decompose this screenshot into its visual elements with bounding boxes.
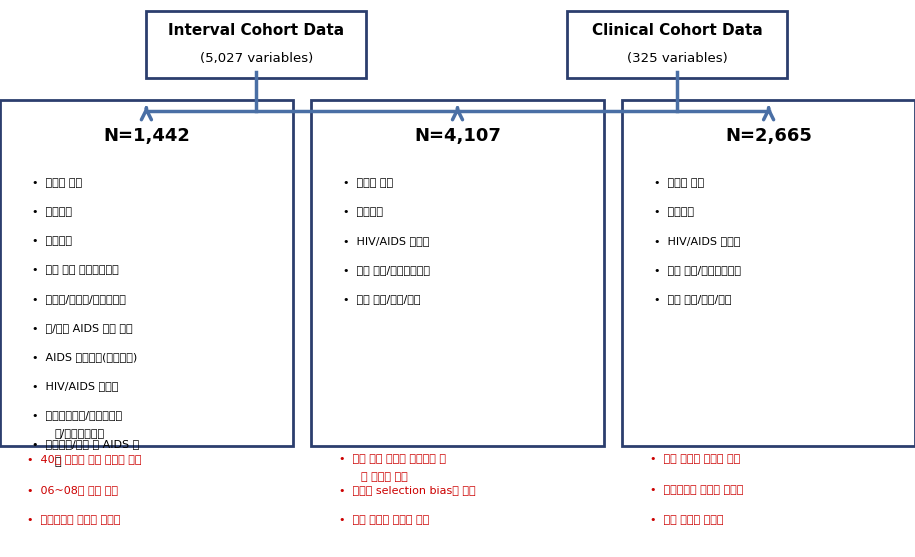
Text: •  조사 변수가 제한적: • 조사 변수가 제한적: [650, 515, 723, 525]
Text: N=1,442: N=1,442: [103, 128, 189, 145]
Text: 태: 태: [55, 457, 61, 467]
Text: 체 집단을 반영: 체 집단을 반영: [361, 472, 408, 482]
Text: •  감염경로: • 감염경로: [32, 236, 72, 246]
Text: •  연구 참여 기관에 방문하는 전: • 연구 참여 기관에 방문하는 전: [339, 454, 446, 464]
Text: •  상대적으로 심각한 감염인: • 상대적으로 심각한 감염인: [650, 485, 743, 495]
FancyBboxPatch shape: [567, 11, 787, 78]
Text: •  06~08년 진단 대상: • 06~08년 진단 대상: [27, 485, 118, 495]
Text: •  일반적 특성: • 일반적 특성: [343, 178, 393, 188]
Text: •  자가 작성 정신심리검사: • 자가 작성 정신심리검사: [32, 265, 119, 275]
FancyBboxPatch shape: [146, 11, 366, 78]
Text: •  면역 검사/바이러스검사: • 면역 검사/바이러스검사: [343, 265, 430, 275]
Text: Clinical Cohort Data: Clinical Cohort Data: [592, 23, 762, 38]
Text: •  일반적 특성: • 일반적 특성: [654, 178, 705, 188]
Text: 사/생체시료검사: 사/생체시료검사: [55, 428, 105, 438]
Text: •  확인된 selection bias를 보정: • 확인된 selection bias를 보정: [339, 485, 475, 495]
Text: •  감염경로: • 감염경로: [654, 207, 694, 217]
Text: •  급/만성 AIDS 관련 증상: • 급/만성 AIDS 관련 증상: [32, 323, 133, 333]
Text: •  HIV/AIDS 치료력: • HIV/AIDS 치료력: [343, 236, 429, 246]
Text: N=4,107: N=4,107: [414, 128, 501, 145]
Text: •  종결사유/사망 시 AIDS 상: • 종결사유/사망 시 AIDS 상: [32, 439, 139, 449]
Text: •  상대적으로 건강한 감염인: • 상대적으로 건강한 감염인: [27, 515, 121, 525]
Text: •  감염경로: • 감염경로: [343, 207, 383, 217]
Text: •  AIDS 정의질환(기회감염): • AIDS 정의질환(기회감염): [32, 352, 137, 362]
Text: •  사망 여부/날짜/원인: • 사망 여부/날짜/원인: [343, 294, 421, 304]
Text: (5,027 variables): (5,027 variables): [199, 52, 313, 65]
Text: •  40대 이상의 만성 감염인 위주: • 40대 이상의 만성 감염인 위주: [27, 454, 142, 464]
Text: •  사용 가능한 변수의 제한: • 사용 가능한 변수의 제한: [339, 515, 429, 525]
Text: •  사망 여부/날짜/원인: • 사망 여부/날짜/원인: [654, 294, 732, 304]
Text: •  과거력/가족력/예방접종력: • 과거력/가족력/예방접종력: [32, 294, 126, 304]
FancyBboxPatch shape: [0, 100, 293, 446]
FancyBboxPatch shape: [622, 100, 915, 446]
Text: (325 variables): (325 variables): [627, 52, 727, 65]
Text: Interval Cohort Data: Interval Cohort Data: [168, 23, 344, 38]
Text: •  면역 검사/바이러스검사: • 면역 검사/바이러스검사: [654, 265, 741, 275]
Text: •  일반적 특성: • 일반적 특성: [32, 178, 82, 188]
Text: •  HIV/AIDS 치료력: • HIV/AIDS 치료력: [32, 381, 118, 391]
Text: •  건강행태: • 건강행태: [32, 207, 72, 217]
FancyBboxPatch shape: [311, 100, 604, 446]
Text: •  영상의학검사/일반화학검: • 영상의학검사/일반화학검: [32, 410, 122, 420]
Text: •  신고 자료의 분포와 유사: • 신고 자료의 분포와 유사: [650, 454, 740, 464]
Text: N=2,665: N=2,665: [726, 128, 812, 145]
Text: •  HIV/AIDS 치료력: • HIV/AIDS 치료력: [654, 236, 740, 246]
